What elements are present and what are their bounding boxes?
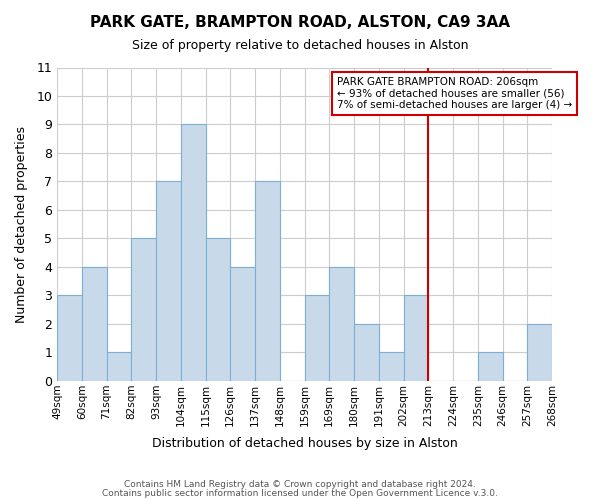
Bar	[305, 296, 329, 381]
Bar	[379, 352, 404, 381]
Bar	[156, 182, 181, 381]
Bar	[206, 238, 230, 381]
Bar	[329, 267, 354, 381]
Y-axis label: Number of detached properties: Number of detached properties	[15, 126, 28, 322]
Text: Contains public sector information licensed under the Open Government Licence v.: Contains public sector information licen…	[102, 489, 498, 498]
Bar	[57, 296, 82, 381]
Text: Contains HM Land Registry data © Crown copyright and database right 2024.: Contains HM Land Registry data © Crown c…	[124, 480, 476, 489]
Bar	[354, 324, 379, 381]
Bar	[181, 124, 206, 381]
Bar	[478, 352, 503, 381]
Text: PARK GATE, BRAMPTON ROAD, ALSTON, CA9 3AA: PARK GATE, BRAMPTON ROAD, ALSTON, CA9 3A…	[90, 15, 510, 30]
Bar	[131, 238, 156, 381]
Bar	[82, 267, 107, 381]
Bar	[107, 352, 131, 381]
Bar	[255, 182, 280, 381]
Bar	[527, 324, 552, 381]
Text: PARK GATE BRAMPTON ROAD: 206sqm
← 93% of detached houses are smaller (56)
7% of : PARK GATE BRAMPTON ROAD: 206sqm ← 93% of…	[337, 77, 572, 110]
Bar	[404, 296, 428, 381]
X-axis label: Distribution of detached houses by size in Alston: Distribution of detached houses by size …	[152, 437, 457, 450]
Text: Size of property relative to detached houses in Alston: Size of property relative to detached ho…	[132, 39, 468, 52]
Bar	[230, 267, 255, 381]
